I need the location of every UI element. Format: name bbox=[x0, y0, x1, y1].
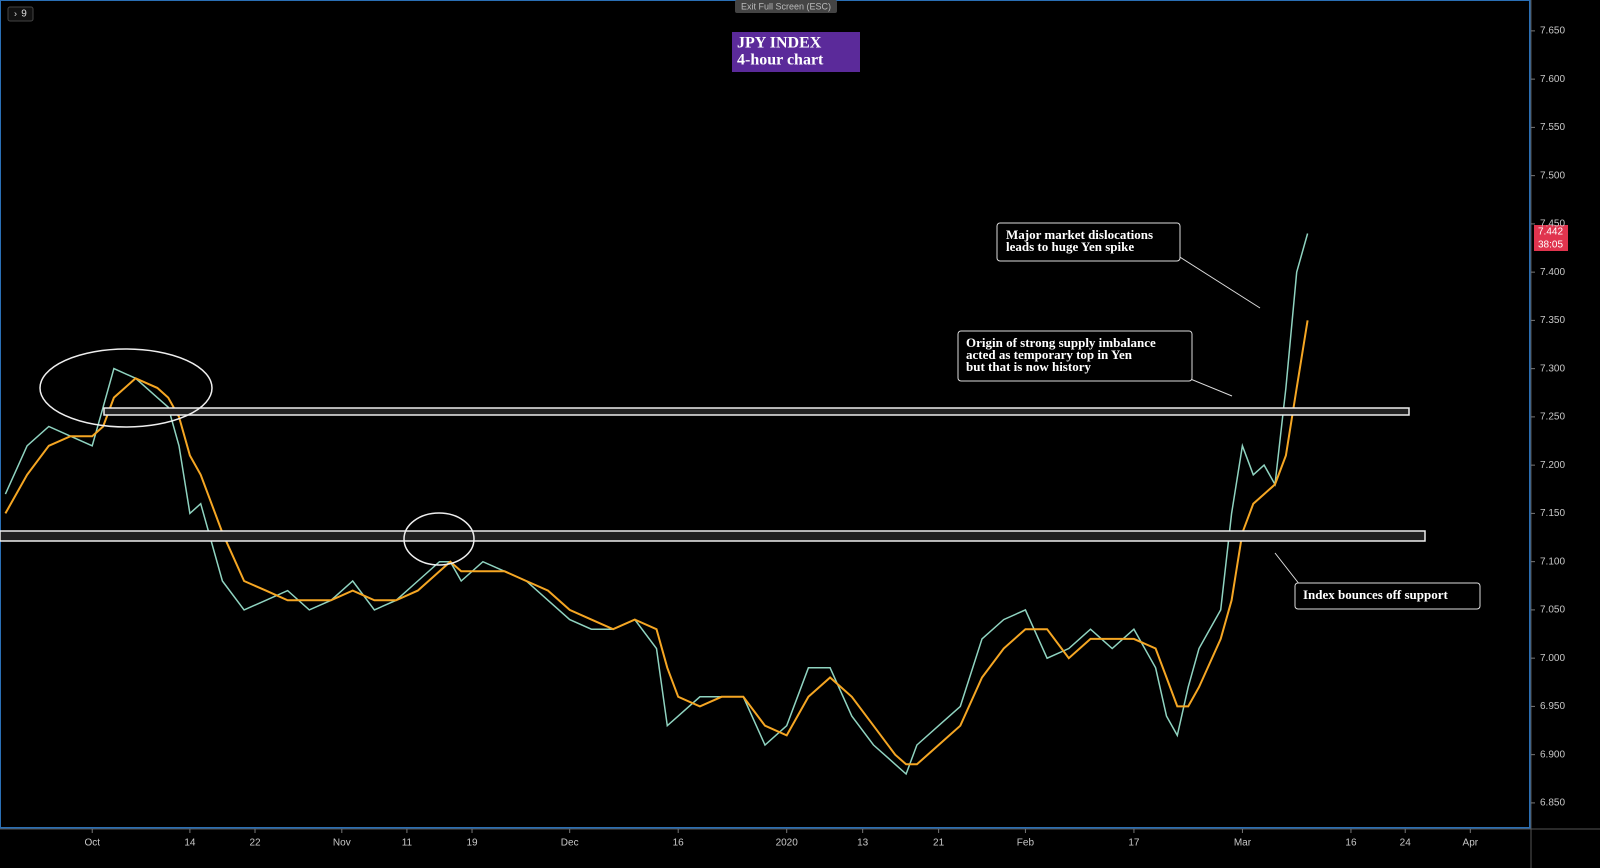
callout-text: leads to huge Yen spike bbox=[1006, 239, 1134, 254]
series-line bbox=[4, 233, 1309, 776]
x-tick-label: 21 bbox=[933, 838, 945, 849]
callout: Major market dislocations leads to huge … bbox=[996, 222, 1261, 309]
callout-text: Index bounces off support bbox=[1303, 587, 1449, 602]
callout: Origin of strong supply imbalance acted … bbox=[957, 330, 1233, 397]
x-tick-label: 16 bbox=[1345, 838, 1357, 849]
y-tick-label: 6.900 bbox=[1540, 749, 1565, 760]
y-tick-label: 7.050 bbox=[1540, 605, 1565, 616]
callout-text: Origin of strong supply imbalance bbox=[966, 335, 1156, 350]
y-tick-label: 7.450 bbox=[1540, 219, 1565, 230]
title-box bbox=[732, 32, 860, 72]
callout: Index bounces off support bbox=[1274, 552, 1481, 610]
support-zone bbox=[0, 530, 1426, 542]
countdown-box bbox=[1534, 238, 1568, 251]
chart-subtitle: 4-hour chart bbox=[737, 52, 824, 69]
interval-button-label: 9 bbox=[21, 9, 27, 20]
y-tick-label: 7.150 bbox=[1540, 508, 1565, 519]
x-tick-label: 13 bbox=[857, 838, 869, 849]
x-tick-label: 24 bbox=[1400, 838, 1412, 849]
exit-button[interactable] bbox=[735, 0, 837, 13]
x-tick-label: 2020 bbox=[776, 838, 799, 849]
y-tick-label: 7.250 bbox=[1540, 412, 1565, 423]
y-tick-label: 7.500 bbox=[1540, 170, 1565, 181]
last-price-label: 7.442 bbox=[1538, 227, 1563, 238]
x-tick-label: 16 bbox=[673, 838, 685, 849]
x-tick-label: 22 bbox=[249, 838, 261, 849]
y-tick-label: 7.350 bbox=[1540, 315, 1565, 326]
callout-text: Major market dislocations bbox=[1006, 227, 1153, 242]
y-tick-label: 6.850 bbox=[1540, 798, 1565, 809]
callout-text: but that is now history bbox=[966, 359, 1091, 374]
highlight-ellipse bbox=[403, 512, 475, 566]
x-tick-label: Oct bbox=[84, 838, 100, 849]
y-tick-label: 6.950 bbox=[1540, 701, 1565, 712]
x-tick-label: 17 bbox=[1128, 838, 1140, 849]
last-price-box bbox=[1534, 225, 1568, 238]
y-tick-label: 7.600 bbox=[1540, 74, 1565, 85]
x-tick-label: Feb bbox=[1017, 838, 1035, 849]
x-tick-label: Apr bbox=[1463, 838, 1479, 849]
interval-button[interactable] bbox=[7, 6, 34, 22]
callout-text: acted as temporary top in Yen bbox=[966, 347, 1133, 362]
x-tick-label: Dec bbox=[561, 838, 579, 849]
series-line bbox=[4, 320, 1309, 766]
y-tick-label: 7.300 bbox=[1540, 363, 1565, 374]
chart-title: JPY INDEX bbox=[737, 35, 822, 52]
highlight-ellipse bbox=[39, 348, 213, 428]
exit-button-label: Exit Full Screen (ESC) bbox=[741, 1, 831, 11]
y-tick-label: 7.400 bbox=[1540, 267, 1565, 278]
x-tick-label: Nov bbox=[333, 838, 351, 849]
icon: › bbox=[14, 8, 17, 18]
x-tick-label: Mar bbox=[1234, 838, 1252, 849]
y-tick-label: 7.000 bbox=[1540, 653, 1565, 664]
resistance-zone bbox=[103, 407, 1410, 416]
y-tick-label: 7.100 bbox=[1540, 556, 1565, 567]
y-tick-label: 7.650 bbox=[1540, 26, 1565, 37]
y-tick-label: 7.200 bbox=[1540, 460, 1565, 471]
countdown-label: 38:05 bbox=[1538, 240, 1563, 251]
x-tick-label: 19 bbox=[466, 838, 478, 849]
x-tick-label: 11 bbox=[402, 838, 413, 849]
y-tick-label: 7.550 bbox=[1540, 122, 1565, 133]
x-tick-label: 14 bbox=[184, 838, 196, 849]
